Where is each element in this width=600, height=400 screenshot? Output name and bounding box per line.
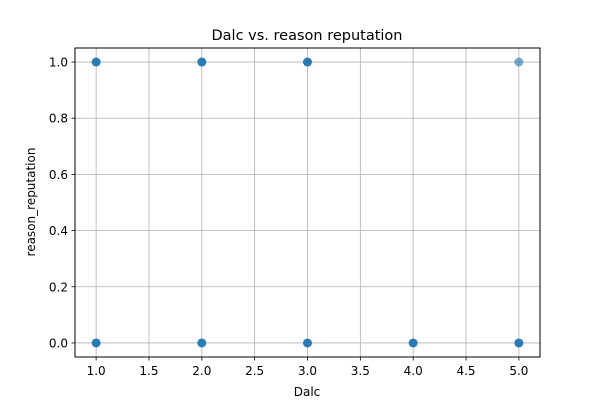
x-tick-label: 3.5 [351,364,370,378]
data-point [514,338,524,348]
y-tick-label: 0.2 [49,280,68,294]
data-points [91,57,524,348]
x-tick-label: 5.0 [509,364,528,378]
y-tick-label: 0.8 [49,112,68,126]
y-axis-title: reason_reputation [24,148,38,257]
x-tick-label: 1.5 [139,364,158,378]
x-tick-label: 2.5 [245,364,264,378]
y-tick-label: 0.6 [49,168,68,182]
data-point [514,57,524,67]
y-tick-label: 0.0 [49,336,68,350]
y-tick-label: 1.0 [49,56,68,70]
y-tick-label: 0.4 [49,224,68,238]
data-point [408,338,418,348]
x-tick-label: 3.0 [298,364,317,378]
x-tick-label: 2.0 [192,364,211,378]
data-point [197,338,207,348]
data-point [303,57,312,67]
data-point [91,57,101,67]
data-point [197,57,207,67]
x-axis-title: Dalc [294,385,321,399]
data-point [303,338,312,348]
chart-title: Dalc vs. reason reputation [212,28,403,44]
x-tick-label: 4.0 [404,364,423,378]
grid-lines [75,48,540,357]
y-axis-ticks: 0.0 0.2 0.4 0.6 0.8 1.0 [49,56,75,350]
data-point [91,338,101,348]
x-axis-ticks: 1.0 1.5 2.0 2.5 3.0 3.5 4.0 4.5 5.0 [87,357,528,378]
x-tick-label: 4.5 [456,364,475,378]
x-tick-label: 1.0 [87,364,106,378]
